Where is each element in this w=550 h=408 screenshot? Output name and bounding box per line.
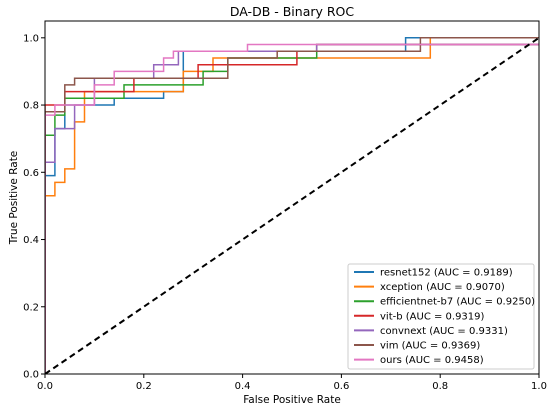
legend-entry-label: vit-b (AUC = 0.9319) — [380, 311, 485, 322]
legend-entry-label: convnext (AUC = 0.9331) — [380, 326, 508, 337]
y-tick-label: 0.6 — [23, 168, 39, 179]
legend-entry-label: xception (AUC = 0.9070) — [380, 282, 505, 293]
legend-entry-label: efficientnet-b7 (AUC = 0.9250) — [380, 297, 535, 308]
plot-clip-group — [45, 36, 539, 374]
roc-series-5 — [45, 37, 539, 374]
y-axis-label: True Positive Rate — [8, 151, 20, 246]
x-tick-label: 0.6 — [333, 381, 349, 392]
axes: 0.0 0.2 0.4 0.6 0.8 1.0 0.0 0.2 0.4 0.6 0.8 1.0 — [23, 33, 547, 392]
y-tick-label: 0.0 — [23, 370, 39, 381]
y-tick-label: 0.8 — [23, 101, 39, 112]
x-tick-label: 0.2 — [136, 381, 152, 392]
plot-area — [45, 36, 539, 374]
x-tick-label: 1.0 — [531, 381, 547, 392]
x-axis-label: False Positive Rate — [243, 394, 341, 406]
y-tick-label: 1.0 — [23, 33, 39, 44]
roc-series-6 — [45, 43, 539, 374]
legend: resnet152 (AUC = 0.9189) xception (AUC = … — [347, 263, 535, 370]
x-tick-label: 0.0 — [37, 381, 53, 392]
y-tick-label: 0.4 — [23, 235, 39, 246]
x-tick-label: 0.8 — [432, 381, 448, 392]
legend-entry-label: resnet152 (AUC = 0.9189) — [380, 268, 513, 279]
legend-entry-label: vim (AUC = 0.9369) — [380, 341, 480, 352]
chart-title: DA-DB - Binary ROC — [230, 4, 355, 19]
plot-frame — [44, 20, 540, 375]
legend-box — [347, 263, 535, 370]
legend-entry-label: ours (AUC = 0.9458) — [380, 355, 484, 366]
y-tick-label: 0.2 — [23, 302, 39, 313]
x-tick-label: 0.4 — [235, 381, 251, 392]
